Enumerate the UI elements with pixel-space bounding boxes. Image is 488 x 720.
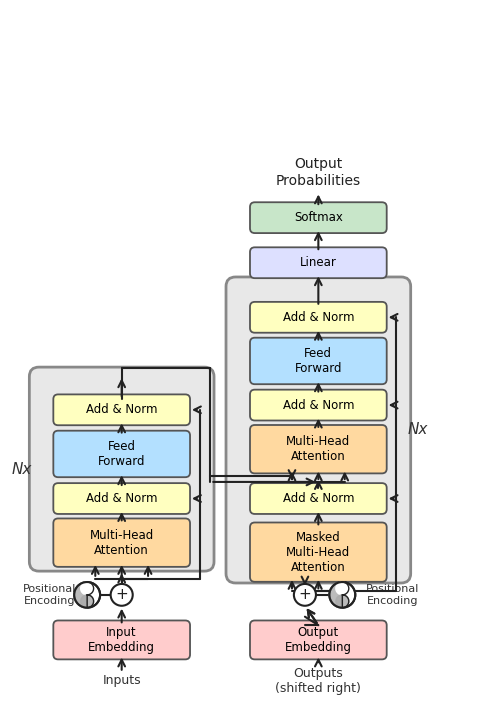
Polygon shape [81, 595, 94, 608]
Text: +: + [299, 588, 311, 603]
FancyBboxPatch shape [250, 390, 386, 420]
Text: Multi-Head
Attention: Multi-Head Attention [286, 435, 350, 463]
Text: Linear: Linear [300, 256, 337, 269]
Text: Positional
Encoding: Positional Encoding [366, 584, 419, 606]
FancyBboxPatch shape [53, 431, 190, 477]
FancyBboxPatch shape [226, 277, 411, 583]
FancyBboxPatch shape [250, 621, 386, 660]
FancyBboxPatch shape [250, 338, 386, 384]
FancyBboxPatch shape [53, 395, 190, 426]
Text: Masked
Multi-Head
Attention: Masked Multi-Head Attention [286, 531, 350, 574]
Text: Add & Norm: Add & Norm [283, 399, 354, 412]
Text: Add & Norm: Add & Norm [86, 403, 158, 416]
FancyBboxPatch shape [250, 202, 386, 233]
FancyBboxPatch shape [53, 621, 190, 660]
FancyBboxPatch shape [250, 425, 386, 473]
FancyBboxPatch shape [250, 523, 386, 582]
FancyBboxPatch shape [29, 367, 214, 571]
Text: Softmax: Softmax [294, 211, 343, 224]
Text: Input
Embedding: Input Embedding [88, 626, 155, 654]
FancyBboxPatch shape [250, 483, 386, 514]
Text: Add & Norm: Add & Norm [283, 311, 354, 324]
Text: Nx: Nx [407, 423, 428, 438]
Circle shape [111, 584, 133, 606]
Text: Outputs
(shifted right): Outputs (shifted right) [275, 667, 361, 695]
Circle shape [329, 582, 355, 608]
Polygon shape [336, 595, 349, 608]
Polygon shape [81, 582, 94, 595]
FancyBboxPatch shape [53, 483, 190, 514]
FancyBboxPatch shape [250, 247, 386, 278]
FancyBboxPatch shape [250, 302, 386, 333]
Text: Nx: Nx [12, 462, 32, 477]
Text: +: + [115, 588, 128, 603]
Circle shape [74, 582, 100, 608]
Text: Feed
Forward: Feed Forward [295, 347, 342, 375]
Text: Multi-Head
Attention: Multi-Head Attention [90, 528, 154, 557]
FancyBboxPatch shape [53, 518, 190, 567]
Text: Add & Norm: Add & Norm [283, 492, 354, 505]
Polygon shape [336, 582, 349, 595]
Text: Output
Probabilities: Output Probabilities [276, 158, 361, 188]
Polygon shape [329, 582, 342, 608]
Polygon shape [74, 582, 87, 608]
Text: Positional
Encoding: Positional Encoding [23, 584, 77, 606]
Text: Output
Embedding: Output Embedding [285, 626, 352, 654]
Text: Feed
Forward: Feed Forward [98, 440, 145, 468]
Text: Inputs: Inputs [102, 674, 141, 687]
Circle shape [294, 584, 316, 606]
Text: Add & Norm: Add & Norm [86, 492, 158, 505]
